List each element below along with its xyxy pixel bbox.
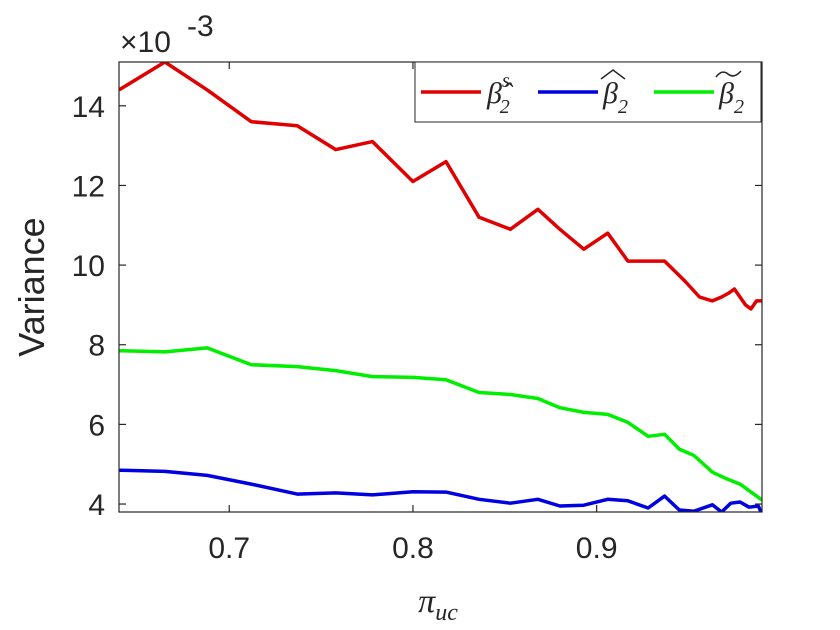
tick-labels: 0.7 0.8 0.9 4 6 8 10 12 14 [72, 91, 618, 565]
y-axis-label: Variance [11, 217, 52, 356]
series-line-2 [119, 468, 762, 512]
plot-content [119, 62, 762, 512]
x-axis-label-sub: uc [435, 600, 458, 626]
x-tick-label: 0.7 [208, 532, 250, 565]
legend-label-series-1-sup: s [502, 70, 510, 92]
y-tick-label: 4 [88, 489, 105, 522]
y-tick-label: 8 [88, 330, 105, 363]
plot-frame [118, 61, 763, 513]
legend-label-series-2-base: β [602, 77, 618, 110]
y-tick-label: 10 [72, 250, 105, 283]
x-axis-label: πuc [418, 583, 458, 626]
x-axis-label-base: π [418, 583, 436, 620]
wide-hat-accent-icon [600, 69, 626, 80]
y-exponent: -3 [187, 10, 214, 43]
y-tick-label: 14 [72, 91, 105, 124]
y-tick-label: 6 [88, 409, 105, 442]
legend-label-series-1-sub: 2 [500, 96, 510, 118]
x-tick-label: 0.8 [392, 532, 434, 565]
axis-ticks [119, 62, 762, 512]
legend-label-series-3-base: β [718, 77, 734, 110]
legend: β̂s 2 β2 β2 [414, 61, 762, 123]
series-line-3 [119, 346, 762, 502]
legend-label-series-3-sub: 2 [734, 96, 744, 118]
wide-tilde-accent-icon [715, 70, 742, 78]
legend-label-series-3: β2 [718, 77, 744, 118]
series-line-1 [119, 62, 762, 311]
y-tick-label: 12 [72, 170, 105, 203]
legend-label-series-2-sub: 2 [618, 96, 628, 118]
y-exponent-prefix: ×10 [120, 26, 171, 59]
x-tick-label: 0.9 [576, 532, 618, 565]
legend-label-series-2: β2 [602, 77, 628, 118]
